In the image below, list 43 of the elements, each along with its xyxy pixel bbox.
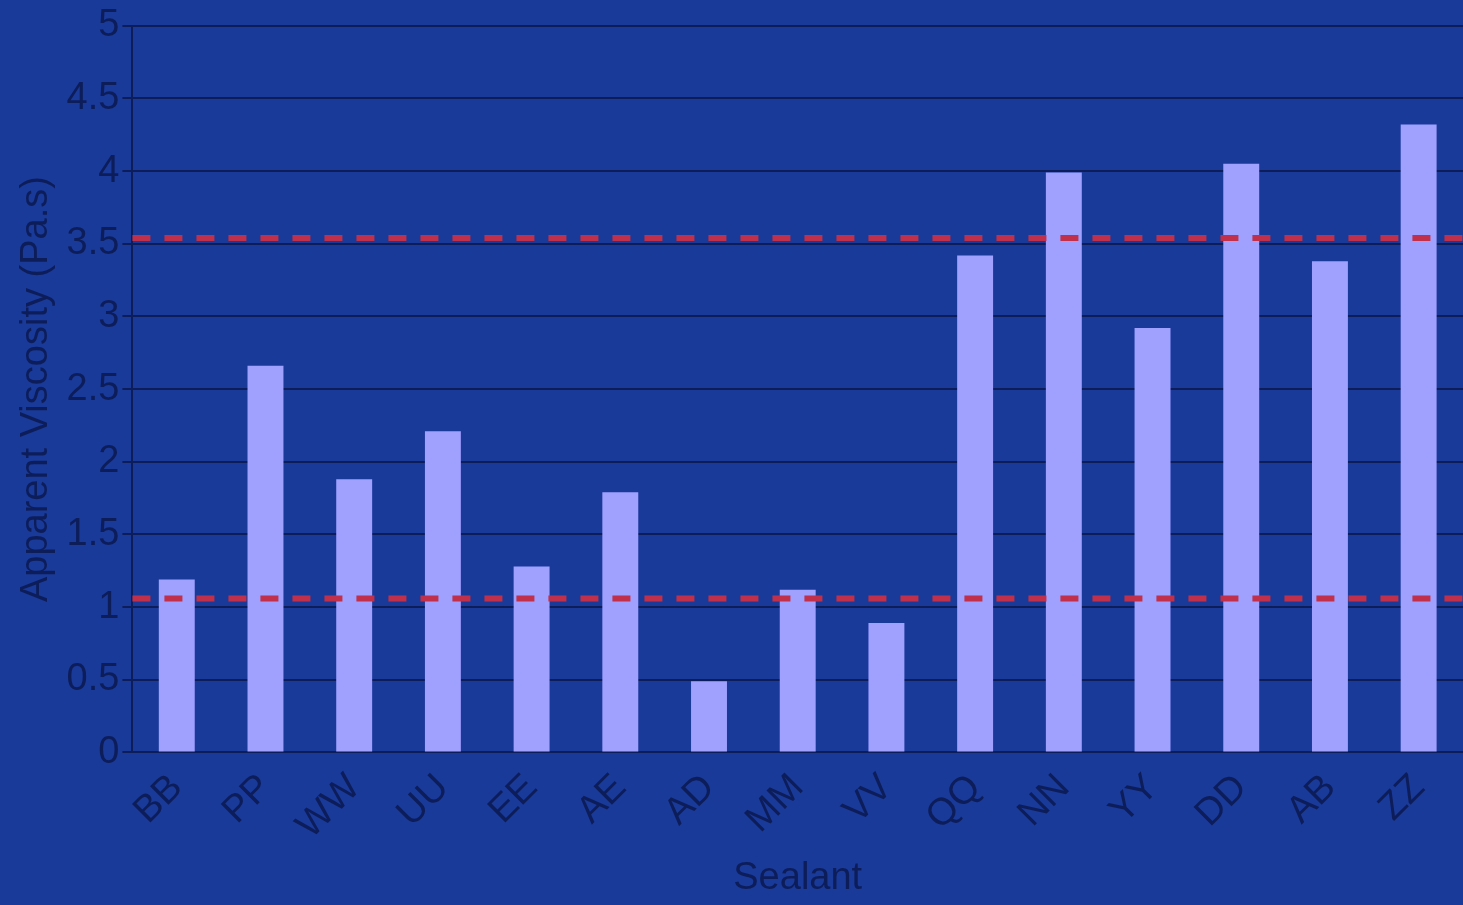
x-tick-label: PP xyxy=(213,764,279,831)
bar xyxy=(158,579,195,752)
y-tick-label: 2 xyxy=(98,438,120,481)
y-tick-label: 4.5 xyxy=(66,74,120,117)
x-tick-label: AE xyxy=(567,764,634,831)
x-tick-label: QQ xyxy=(916,764,989,837)
y-axis-title: Apparent Viscosity (Pa.s) xyxy=(13,176,56,603)
x-tick-label: VV xyxy=(833,764,900,831)
y-tick-label: 3.5 xyxy=(66,220,120,263)
x-axis-title: Sealant xyxy=(733,854,863,897)
x-tick-label: MM xyxy=(736,764,811,840)
y-tick-label: 0.5 xyxy=(66,656,120,699)
bar xyxy=(1223,163,1260,752)
bar xyxy=(602,492,639,752)
x-tick-label: WW xyxy=(286,764,368,846)
bar xyxy=(513,566,550,752)
bar xyxy=(868,623,905,752)
bar xyxy=(1045,172,1082,752)
bar xyxy=(691,681,727,752)
bar xyxy=(336,479,373,752)
bar xyxy=(957,255,994,752)
x-tick-label: EE xyxy=(479,764,545,831)
bar xyxy=(424,431,461,752)
bar xyxy=(247,365,284,752)
y-tick-label: 5 xyxy=(98,2,120,45)
y-tick-label: 1 xyxy=(98,583,120,626)
bar xyxy=(1134,328,1171,752)
x-tick-label: AD xyxy=(655,764,723,832)
x-tick-label: ZZ xyxy=(1369,764,1432,828)
y-tick-label: 4 xyxy=(98,147,120,190)
y-tick-label: 3 xyxy=(98,292,120,335)
bar xyxy=(779,589,816,752)
bar xyxy=(1311,261,1348,752)
x-tick-label: UU xyxy=(387,764,456,834)
bar xyxy=(1400,124,1437,752)
x-tick-label: YY xyxy=(1100,764,1166,831)
x-tick-label: AB xyxy=(1277,764,1344,831)
x-tick-label: DD xyxy=(1185,764,1255,834)
y-tick-label: 1.5 xyxy=(66,510,120,553)
y-tick-label: 2.5 xyxy=(66,365,120,408)
x-tick-label: NN xyxy=(1008,764,1077,834)
x-tick-label: BB xyxy=(124,764,190,831)
y-tick-label: 0 xyxy=(98,728,120,771)
